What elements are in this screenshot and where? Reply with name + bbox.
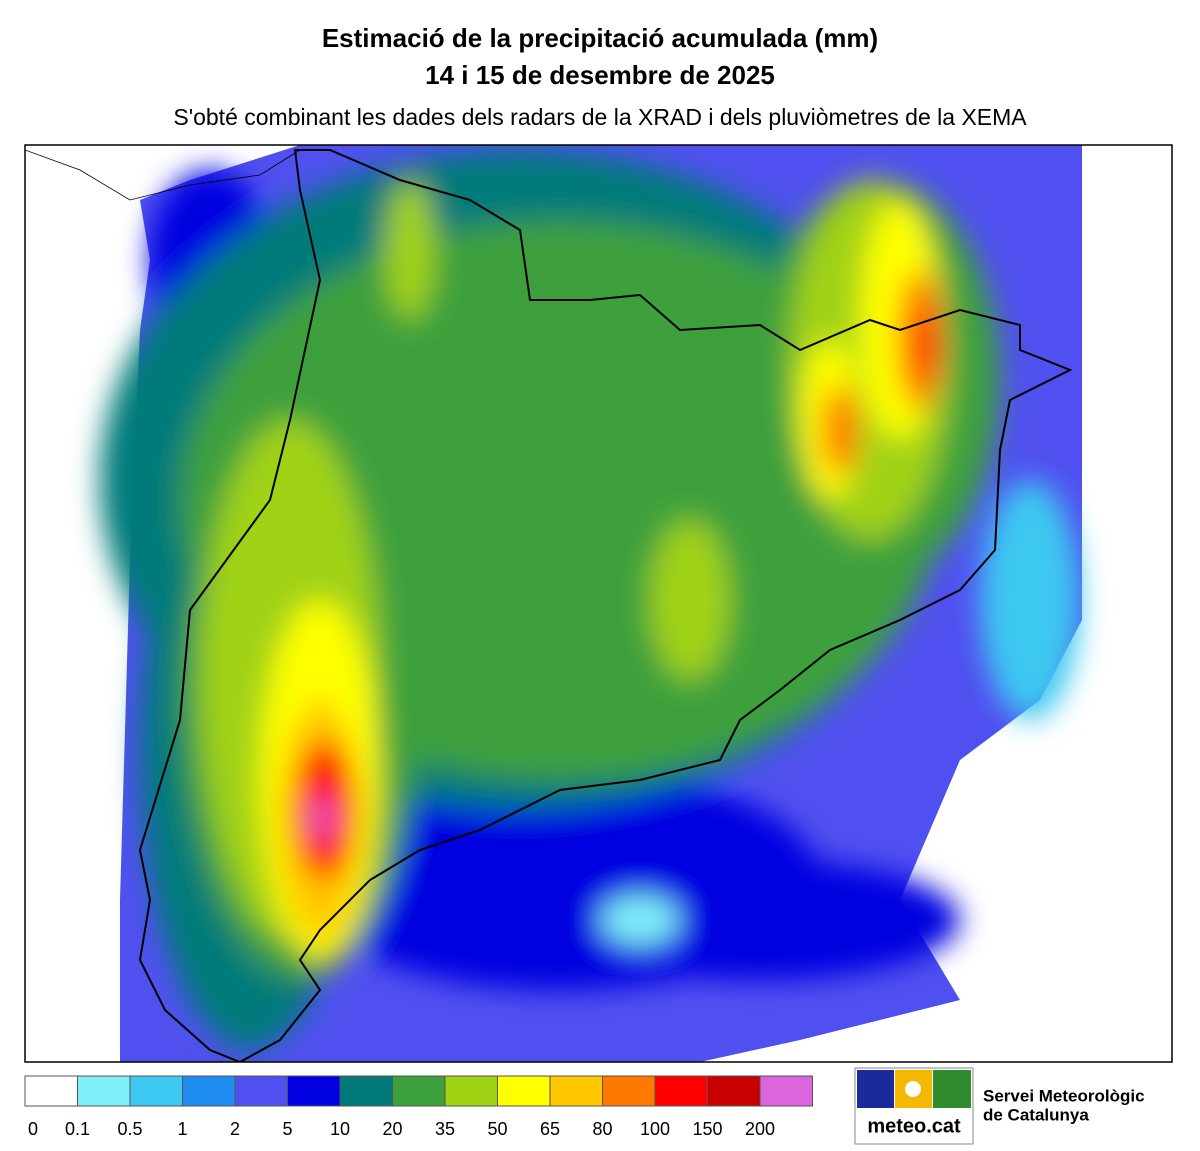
legend-swatch — [444, 1075, 498, 1107]
legend-swatch — [707, 1075, 761, 1107]
legend-label: 10 — [330, 1119, 350, 1139]
rain-field — [100, 150, 1080, 1050]
legend-label: 0 — [28, 1119, 38, 1139]
legend-label: 150 — [692, 1119, 722, 1139]
legend: 0 0.1 0.5 1 2 5 10 20 35 50 65 80 100 150 200 — [24, 1075, 813, 1139]
legend-label: 200 — [745, 1119, 775, 1139]
legend-swatch — [339, 1075, 393, 1107]
logo-brand: meteo.cat — [867, 1115, 961, 1137]
legend-label: 65 — [540, 1119, 560, 1139]
legend-swatch — [77, 1075, 131, 1107]
org-name: Servei Meteorològic — [983, 1086, 1145, 1105]
title: Estimació de la precipitació acumulada (… — [322, 23, 878, 53]
map-frame — [24, 144, 1173, 1063]
legend-swatch — [497, 1075, 551, 1107]
org-name: de Catalunya — [983, 1105, 1089, 1124]
legend-swatch — [759, 1075, 813, 1107]
legend-label: 0.5 — [117, 1119, 142, 1139]
legend-swatch — [24, 1075, 78, 1107]
legend-swatch — [129, 1075, 183, 1107]
legend-label: 0.1 — [65, 1119, 90, 1139]
logo: meteo.cat Servei Meteorològic de Catalun… — [854, 1067, 1145, 1145]
legend-swatch — [602, 1075, 656, 1107]
legend-label: 100 — [640, 1119, 670, 1139]
legend-swatch — [392, 1075, 446, 1107]
legend-label: 5 — [282, 1119, 292, 1139]
legend-label: 20 — [382, 1119, 402, 1139]
country-border — [25, 149, 301, 201]
date: 14 i 15 de desembre de 2025 — [425, 60, 775, 90]
logo-icon — [933, 1070, 971, 1108]
legend-swatch — [654, 1075, 708, 1107]
legend-label: 50 — [487, 1119, 507, 1139]
legend-swatch — [234, 1075, 288, 1107]
legend-swatch — [287, 1075, 341, 1107]
legend-label: 80 — [592, 1119, 612, 1139]
legend-label: 35 — [435, 1119, 455, 1139]
legend-label: 1 — [177, 1119, 187, 1139]
legend-swatch — [549, 1075, 603, 1107]
legend-label: 2 — [230, 1119, 240, 1139]
precipitation-map — [25, 145, 1082, 1062]
logo-sun — [905, 1081, 921, 1097]
subtitle: S'obté combinant les dades dels radars d… — [173, 104, 1027, 130]
logo-icon — [857, 1070, 894, 1108]
region-border — [138, 149, 1073, 1062]
legend-swatch — [182, 1075, 236, 1107]
